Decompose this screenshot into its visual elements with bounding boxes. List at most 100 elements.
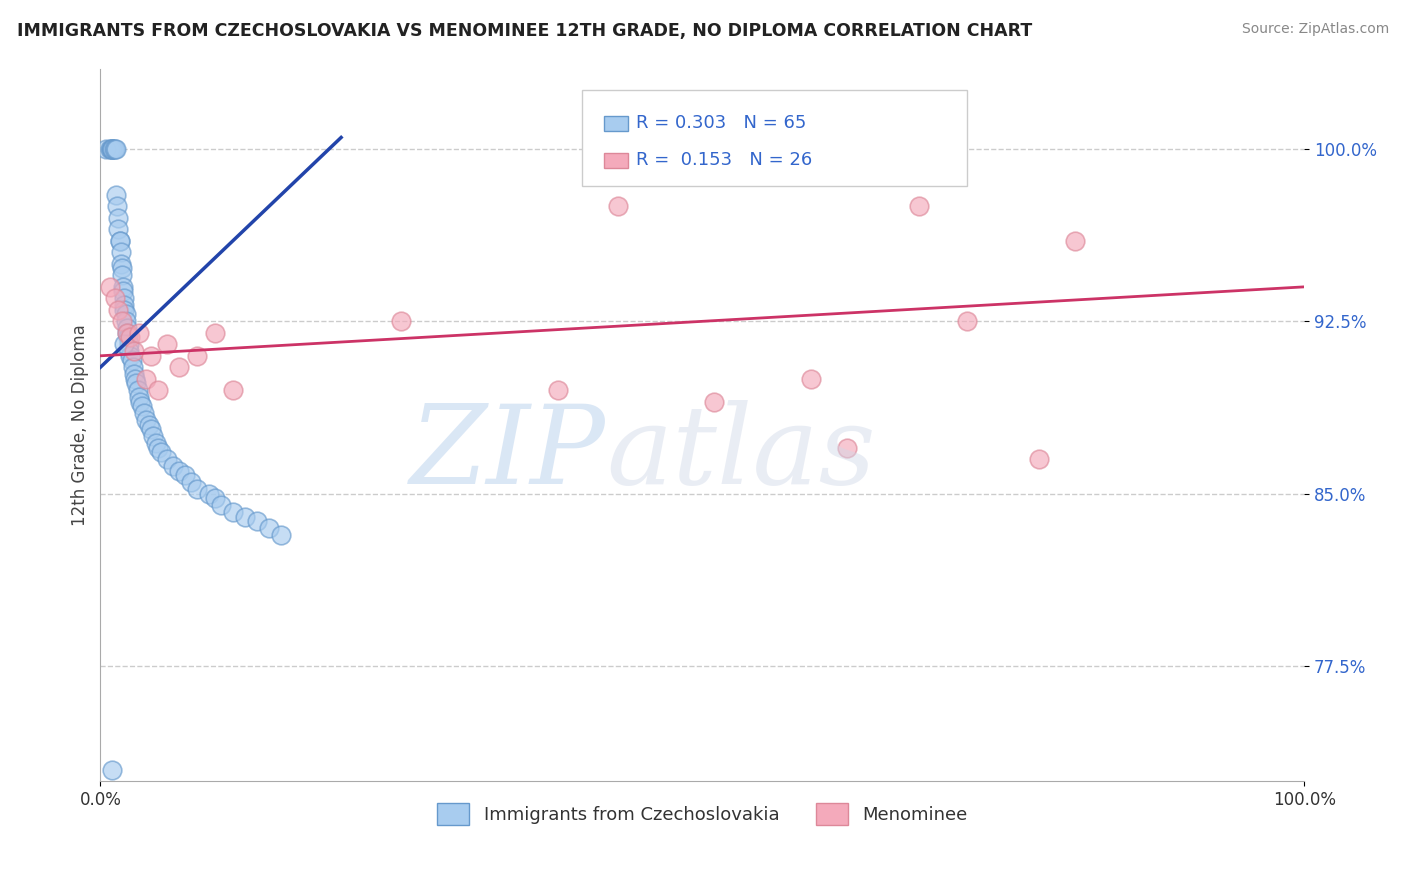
Point	[104, 291, 127, 305]
Point	[96, 142, 118, 156]
Bar	[603, 153, 627, 169]
Point	[908, 199, 931, 213]
Point	[139, 349, 162, 363]
Point	[120, 349, 142, 363]
Point	[118, 337, 141, 351]
Point	[162, 459, 184, 474]
Point	[547, 384, 569, 398]
Point	[129, 394, 152, 409]
Legend: Immigrants from Czechoslovakia, Menominee: Immigrants from Czechoslovakia, Menomine…	[437, 804, 967, 825]
Point	[112, 298, 135, 312]
Point	[118, 344, 141, 359]
Point	[146, 384, 169, 398]
Point	[112, 285, 135, 299]
Point	[155, 337, 177, 351]
Point	[121, 353, 143, 368]
Point	[122, 368, 145, 382]
Point	[209, 498, 232, 512]
Point	[122, 344, 145, 359]
Point	[128, 326, 150, 340]
Y-axis label: 12th Grade, No Diploma: 12th Grade, No Diploma	[72, 324, 89, 525]
FancyBboxPatch shape	[582, 90, 967, 186]
Point	[956, 314, 979, 328]
Point	[222, 384, 245, 398]
Point	[186, 349, 208, 363]
Point	[186, 482, 208, 496]
Text: IMMIGRANTS FROM CZECHOSLOVAKIA VS MENOMINEE 12TH GRADE, NO DIPLOMA CORRELATION C: IMMIGRANTS FROM CZECHOSLOVAKIA VS MENOMI…	[17, 22, 1032, 40]
Point	[105, 188, 128, 202]
Point	[389, 314, 412, 328]
Point	[135, 372, 157, 386]
Point	[204, 326, 226, 340]
Point	[115, 326, 138, 340]
Point	[1028, 452, 1050, 467]
Point	[173, 468, 195, 483]
Point	[98, 142, 121, 156]
Point	[115, 321, 138, 335]
Point	[131, 400, 153, 414]
Point	[127, 384, 149, 398]
Point	[107, 211, 129, 225]
Point	[101, 142, 124, 156]
Point	[107, 302, 129, 317]
Point	[114, 314, 136, 328]
Point	[222, 505, 245, 519]
Point	[835, 441, 858, 455]
Point	[128, 390, 150, 404]
Point	[233, 509, 256, 524]
Point	[111, 314, 134, 328]
Point	[142, 429, 165, 443]
Point	[103, 142, 125, 156]
Point	[117, 330, 139, 344]
Point	[100, 142, 122, 156]
Point	[112, 337, 135, 351]
Point	[105, 199, 128, 213]
Text: Source: ZipAtlas.com: Source: ZipAtlas.com	[1241, 22, 1389, 37]
Point	[270, 528, 292, 542]
Point	[138, 417, 160, 432]
Text: ZIP: ZIP	[411, 400, 606, 507]
Point	[155, 452, 177, 467]
Point	[124, 372, 146, 386]
Point	[115, 326, 138, 340]
Point	[167, 464, 190, 478]
Point	[197, 486, 219, 500]
Point	[120, 330, 142, 344]
Text: R =  0.153   N = 26: R = 0.153 N = 26	[636, 152, 813, 169]
Point	[110, 245, 132, 260]
Point	[180, 475, 202, 490]
Point	[108, 234, 131, 248]
Point	[101, 142, 124, 156]
Point	[146, 441, 169, 455]
Point	[1064, 234, 1087, 248]
Point	[114, 308, 136, 322]
Point	[112, 291, 135, 305]
Point	[257, 521, 280, 535]
Point	[246, 514, 269, 528]
Point	[132, 406, 155, 420]
Point	[145, 436, 167, 450]
Text: atlas: atlas	[606, 400, 876, 507]
Point	[108, 234, 131, 248]
Point	[125, 376, 148, 391]
Text: R = 0.303   N = 65: R = 0.303 N = 65	[636, 114, 807, 132]
Bar	[603, 116, 627, 131]
Point	[149, 445, 172, 459]
Point	[112, 280, 135, 294]
Point	[104, 142, 127, 156]
Point	[204, 491, 226, 506]
Point	[121, 360, 143, 375]
Point	[101, 142, 124, 156]
Point	[101, 763, 124, 777]
Point	[107, 222, 129, 236]
Point	[111, 268, 134, 283]
Point	[139, 422, 162, 436]
Point	[607, 199, 630, 213]
Point	[703, 394, 725, 409]
Point	[800, 372, 823, 386]
Point	[112, 302, 135, 317]
Point	[110, 257, 132, 271]
Point	[111, 261, 134, 276]
Point	[105, 142, 128, 156]
Point	[167, 360, 190, 375]
